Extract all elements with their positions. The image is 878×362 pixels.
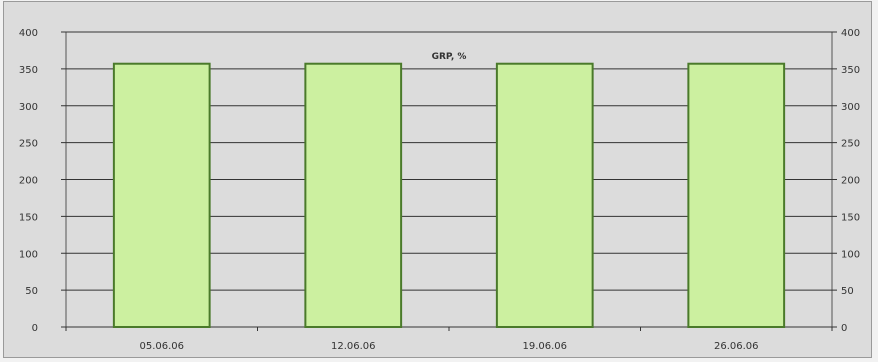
- y-tick-label-right: 150: [841, 212, 860, 223]
- y-tick-label-right: 250: [841, 139, 860, 150]
- x-tick-label: 05.06.06: [139, 341, 184, 352]
- y-tick-label-right: 350: [841, 65, 860, 76]
- y-tick-label-left: 400: [19, 28, 38, 39]
- y-tick-label-right: 200: [841, 176, 860, 187]
- bar: [495, 62, 594, 329]
- chart-title: GRP, %: [432, 52, 467, 62]
- bar: [304, 62, 403, 329]
- y-tick-label-left: 250: [19, 139, 38, 150]
- y-tick-label-left: 350: [19, 65, 38, 76]
- y-tick-label-right: 50: [841, 286, 854, 297]
- y-tick-label-left: 100: [19, 249, 38, 260]
- axes: [61, 31, 837, 331]
- y-tick-label-right: 100: [841, 249, 860, 260]
- y-tick-label-right: 300: [841, 102, 860, 113]
- y-tick-label-left: 150: [19, 212, 38, 223]
- y-tick-label-left: 0: [32, 323, 38, 334]
- y-tick-label-left: 50: [25, 286, 38, 297]
- y-tick-label-right: 0: [841, 323, 847, 334]
- x-tick-label: 26.06.06: [714, 341, 759, 352]
- chart-frame: 400 350 300 250 200 150 100 50 0 400 350 300 250 200 1…: [3, 1, 872, 358]
- y-tick-label-left: 200: [19, 176, 38, 187]
- bar: [687, 62, 786, 329]
- bars: [112, 62, 786, 329]
- labels: 400 350 300 250 200 150 100 50 0 400 350 300 250 200 1…: [19, 28, 860, 352]
- y-tick-label-right: 400: [841, 28, 860, 39]
- bar-chart: 400 350 300 250 200 150 100 50 0 400 350 300 250 200 1…: [19, 28, 860, 352]
- x-tick-label: 12.06.06: [331, 341, 376, 352]
- y-tick-label-left: 300: [19, 102, 38, 113]
- bar: [112, 62, 211, 329]
- x-tick-label: 19.06.06: [522, 341, 567, 352]
